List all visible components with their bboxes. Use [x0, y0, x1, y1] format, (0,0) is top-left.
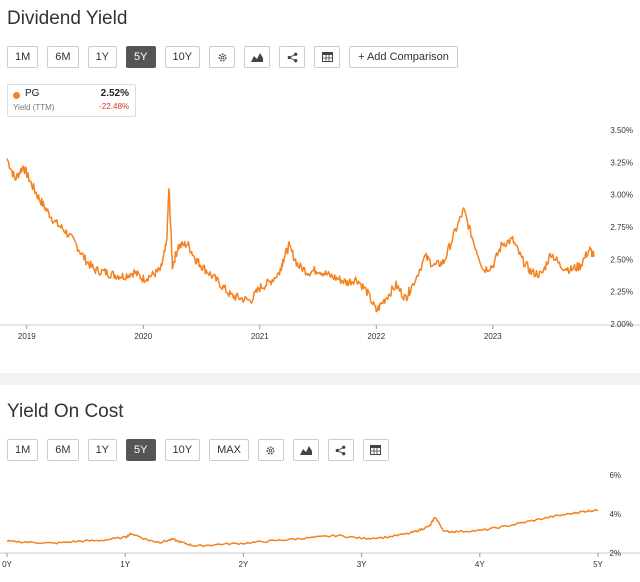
yield-on-cost-chart[interactable]: 2% 4% 6% 0Y 1Y 2Y 3Y 4Y 5Y — [0, 466, 640, 581]
range-10y-button[interactable]: 10Y — [164, 46, 201, 68]
mountain-chart-icon — [251, 53, 264, 62]
x-tick-label: 2022 — [367, 332, 385, 341]
x-tick-label: 2Y — [239, 560, 249, 569]
share-button[interactable] — [279, 46, 306, 68]
table-button[interactable] — [314, 46, 341, 68]
yield-on-cost-toolbar: 1M 6M 1Y 5Y 10Y MAX — [7, 439, 389, 461]
y-tick-label: 2.25% — [610, 288, 633, 297]
y-tick-label: 2.75% — [610, 223, 633, 232]
yoc-settings-button[interactable] — [257, 439, 284, 461]
range-1m-button[interactable]: 1M — [7, 46, 39, 68]
legend-change: -22.48% — [99, 102, 129, 111]
dividend-yield-chart[interactable]: 2.00% 2.25% 2.50% 2.75% 3.00% 3.25% 3.50% 2019 2… — [0, 120, 640, 350]
series-color-dot — [13, 92, 20, 99]
legend-value: 2.52% — [100, 88, 129, 99]
legend-subtitle: Yield (TTM) — [13, 103, 55, 112]
y-tick-label: 2.50% — [610, 255, 633, 264]
y-tick-label: 3.50% — [610, 126, 633, 135]
dividend-yield-title: Dividend Yield — [7, 8, 128, 29]
y-tick-label: 3.00% — [610, 191, 633, 200]
table-icon — [370, 445, 382, 455]
table-icon — [321, 52, 333, 62]
yoc-range-1y-button[interactable]: 1Y — [87, 439, 118, 461]
series-line-pg — [6, 158, 595, 313]
yoc-range-max-button[interactable]: MAX — [209, 439, 249, 461]
dividend-yield-toolbar: 1M 6M 1Y 5Y 10Y + Add Comparison — [7, 46, 458, 68]
mountain-chart-icon — [299, 446, 312, 455]
range-5y-button[interactable]: 5Y — [126, 46, 156, 68]
yoc-share-button[interactable] — [327, 439, 354, 461]
y-tick-label: 4% — [609, 510, 621, 519]
yoc-table-button[interactable] — [362, 439, 389, 461]
range-1y-button[interactable]: 1Y — [87, 46, 118, 68]
yoc-chart-type-button[interactable] — [292, 439, 319, 461]
y-tick-label: 2% — [609, 549, 621, 558]
y-tick-label: 6% — [609, 471, 621, 480]
range-6m-button[interactable]: 6M — [47, 46, 79, 68]
yoc-range-10y-button[interactable]: 10Y — [164, 439, 201, 461]
add-comparison-button[interactable]: + Add Comparison — [349, 46, 458, 68]
series-line-pg — [6, 508, 599, 548]
gear-icon — [218, 52, 227, 62]
x-tick-label: 5Y — [593, 560, 603, 569]
x-tick-label: 2021 — [251, 332, 269, 341]
y-tick-label: 2.00% — [610, 320, 633, 329]
share-icon — [336, 445, 346, 455]
x-tick-label: 4Y — [475, 560, 485, 569]
yield-on-cost-title: Yield On Cost — [7, 401, 124, 422]
yoc-range-6m-button[interactable]: 6M — [47, 439, 79, 461]
share-icon — [287, 52, 297, 62]
y-tick-label: 3.25% — [610, 158, 633, 167]
x-tick-label: 2020 — [134, 332, 152, 341]
settings-button[interactable] — [209, 46, 236, 68]
x-tick-label: 0Y — [2, 560, 12, 569]
legend-ticker: PG — [25, 88, 40, 99]
yoc-range-1m-button[interactable]: 1M — [7, 439, 39, 461]
x-tick-label: 3Y — [357, 560, 367, 569]
x-tick-label: 1Y — [120, 560, 130, 569]
chart-type-button[interactable] — [244, 46, 271, 68]
x-tick-label: 2019 — [18, 332, 36, 341]
legend-card[interactable]: PG Yield (TTM) 2.52% -22.48% — [7, 84, 136, 117]
gear-icon — [266, 445, 275, 455]
section-divider — [0, 373, 640, 385]
x-tick-label: 2023 — [484, 332, 502, 341]
yoc-range-5y-button[interactable]: 5Y — [126, 439, 156, 461]
